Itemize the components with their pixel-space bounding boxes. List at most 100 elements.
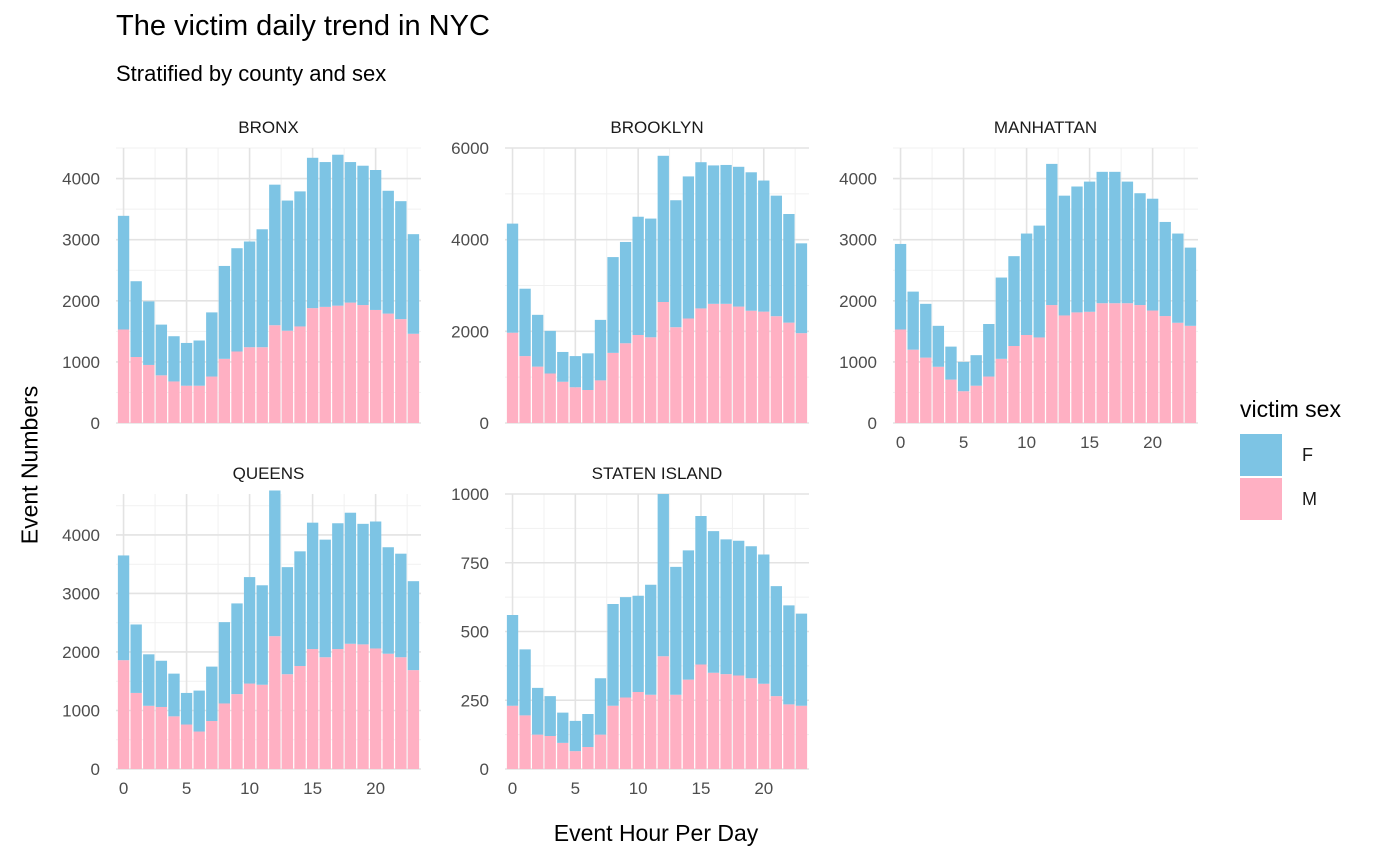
bar-staten-island-m-hour-9 bbox=[619, 697, 632, 769]
bar-manhattan-m-hour-15 bbox=[1083, 311, 1096, 423]
bar-bronx-f-hour-9 bbox=[231, 248, 243, 352]
bar-bronx-f-hour-13 bbox=[281, 200, 294, 331]
bar-brooklyn-m-hour-13 bbox=[670, 327, 682, 423]
bar-brooklyn-m-hour-7 bbox=[594, 380, 607, 423]
bar-queens-m-hour-0 bbox=[117, 660, 130, 769]
bar-brooklyn-f-hour-6 bbox=[582, 353, 594, 390]
bar-staten-island-f-hour-13 bbox=[670, 566, 682, 695]
bar-staten-island-f-hour-8 bbox=[607, 604, 619, 706]
bar-staten-island-m-hour-20 bbox=[758, 683, 770, 769]
bar-staten-island-m-hour-6 bbox=[582, 747, 594, 769]
y-tick-label: 1000 bbox=[62, 353, 100, 372]
x-tick-label: 20 bbox=[366, 779, 385, 798]
bar-brooklyn-m-hour-17 bbox=[720, 303, 732, 423]
y-tick-label: 3000 bbox=[62, 231, 100, 250]
panel-title-staten-island: STATEN ISLAND bbox=[592, 464, 723, 483]
bar-bronx-f-hour-5 bbox=[180, 342, 193, 386]
bar-brooklyn-m-hour-22 bbox=[783, 322, 795, 423]
bar-manhattan-f-hour-5 bbox=[957, 361, 970, 392]
bar-queens-m-hour-8 bbox=[218, 703, 231, 769]
bar-staten-island-m-hour-1 bbox=[519, 715, 531, 769]
bar-queens-f-hour-12 bbox=[269, 490, 281, 637]
bar-staten-island-f-hour-22 bbox=[783, 605, 795, 705]
bar-queens-f-hour-5 bbox=[180, 692, 193, 725]
y-tick-label: 4000 bbox=[62, 526, 100, 545]
bar-staten-island-f-hour-0 bbox=[506, 615, 519, 706]
bar-brooklyn-m-hour-5 bbox=[569, 387, 581, 423]
y-tick-label: 1000 bbox=[451, 485, 489, 504]
chart-title: The victim daily trend in NYC bbox=[116, 10, 490, 42]
bar-staten-island-f-hour-21 bbox=[770, 586, 782, 697]
bar-manhattan-f-hour-19 bbox=[1134, 193, 1146, 306]
bar-bronx-m-hour-23 bbox=[407, 333, 420, 423]
bar-bronx-f-hour-10 bbox=[243, 241, 256, 348]
bar-brooklyn-f-hour-9 bbox=[619, 241, 632, 344]
x-tick-label: 0 bbox=[119, 779, 128, 798]
bar-bronx-m-hour-7 bbox=[206, 376, 218, 423]
bar-bronx-f-hour-12 bbox=[269, 184, 281, 326]
bar-manhattan-m-hour-13 bbox=[1058, 315, 1071, 423]
bar-queens-f-hour-20 bbox=[369, 521, 382, 649]
panel-title-brooklyn: BROOKLYN bbox=[610, 118, 703, 137]
bar-staten-island-f-hour-10 bbox=[632, 595, 644, 692]
bar-brooklyn-f-hour-0 bbox=[506, 223, 519, 333]
x-tick-label: 5 bbox=[182, 779, 191, 798]
bar-bronx-f-hour-1 bbox=[130, 281, 142, 357]
bar-bronx-m-hour-10 bbox=[243, 347, 256, 423]
bar-brooklyn-f-hour-2 bbox=[532, 314, 544, 367]
y-tick-label: 3000 bbox=[62, 584, 100, 603]
x-tick-label: 15 bbox=[303, 779, 322, 798]
bar-queens-f-hour-4 bbox=[168, 673, 180, 717]
x-tick-label: 15 bbox=[1080, 433, 1099, 452]
bar-queens-m-hour-3 bbox=[155, 706, 168, 769]
bar-bronx-m-hour-16 bbox=[319, 306, 331, 423]
bar-bronx-m-hour-2 bbox=[143, 364, 155, 423]
bar-bronx-m-hour-5 bbox=[180, 385, 193, 423]
bar-brooklyn-m-hour-8 bbox=[607, 352, 619, 423]
bar-bronx-m-hour-17 bbox=[332, 305, 344, 423]
bar-queens-m-hour-21 bbox=[382, 653, 394, 769]
bar-manhattan-m-hour-5 bbox=[957, 391, 970, 423]
x-tick-label: 20 bbox=[1143, 433, 1162, 452]
bar-brooklyn-f-hour-1 bbox=[519, 288, 531, 357]
bar-bronx-m-hour-21 bbox=[382, 313, 394, 423]
bar-staten-island-f-hour-23 bbox=[795, 613, 808, 706]
bar-staten-island-f-hour-4 bbox=[557, 712, 569, 743]
bar-manhattan-f-hour-6 bbox=[970, 355, 982, 386]
bar-brooklyn-m-hour-4 bbox=[557, 381, 569, 423]
bar-manhattan-f-hour-7 bbox=[983, 324, 995, 377]
x-tick-label: 10 bbox=[1017, 433, 1036, 452]
bar-brooklyn-m-hour-16 bbox=[707, 303, 720, 423]
bar-staten-island-m-hour-18 bbox=[733, 675, 745, 769]
bar-brooklyn-m-hour-12 bbox=[657, 302, 669, 423]
bar-queens-f-hour-15 bbox=[306, 522, 319, 650]
bar-staten-island-m-hour-21 bbox=[770, 696, 782, 769]
bar-queens-m-hour-2 bbox=[143, 705, 155, 769]
bar-manhattan-m-hour-23 bbox=[1184, 325, 1197, 423]
bar-manhattan-f-hour-13 bbox=[1058, 195, 1071, 316]
bar-manhattan-m-hour-21 bbox=[1159, 316, 1171, 423]
bar-brooklyn-f-hour-14 bbox=[682, 176, 695, 319]
bar-queens-m-hour-6 bbox=[193, 731, 205, 769]
y-tick-label: 0 bbox=[91, 760, 100, 779]
bar-queens-f-hour-9 bbox=[231, 603, 243, 695]
bar-bronx-f-hour-15 bbox=[306, 157, 319, 309]
bar-bronx-f-hour-16 bbox=[319, 162, 331, 307]
bar-staten-island-m-hour-3 bbox=[544, 736, 556, 769]
bar-bronx-m-hour-6 bbox=[193, 385, 205, 423]
bar-brooklyn-f-hour-13 bbox=[670, 200, 682, 328]
bar-manhattan-m-hour-7 bbox=[983, 376, 995, 423]
bar-manhattan-m-hour-14 bbox=[1071, 312, 1083, 423]
x-tick-label: 10 bbox=[240, 779, 259, 798]
bar-staten-island-f-hour-19 bbox=[745, 546, 757, 679]
x-tick-label: 15 bbox=[692, 779, 711, 798]
bar-staten-island-f-hour-5 bbox=[569, 720, 581, 752]
legend-item-f: F bbox=[1240, 433, 1341, 477]
bar-manhattan-f-hour-0 bbox=[894, 243, 907, 330]
bar-brooklyn-f-hour-18 bbox=[733, 166, 745, 307]
legend-label-m: M bbox=[1302, 488, 1317, 509]
bar-queens-f-hour-22 bbox=[395, 553, 407, 658]
bar-manhattan-f-hour-12 bbox=[1046, 163, 1058, 306]
bar-brooklyn-f-hour-5 bbox=[569, 356, 581, 388]
bar-staten-island-f-hour-14 bbox=[682, 550, 695, 680]
